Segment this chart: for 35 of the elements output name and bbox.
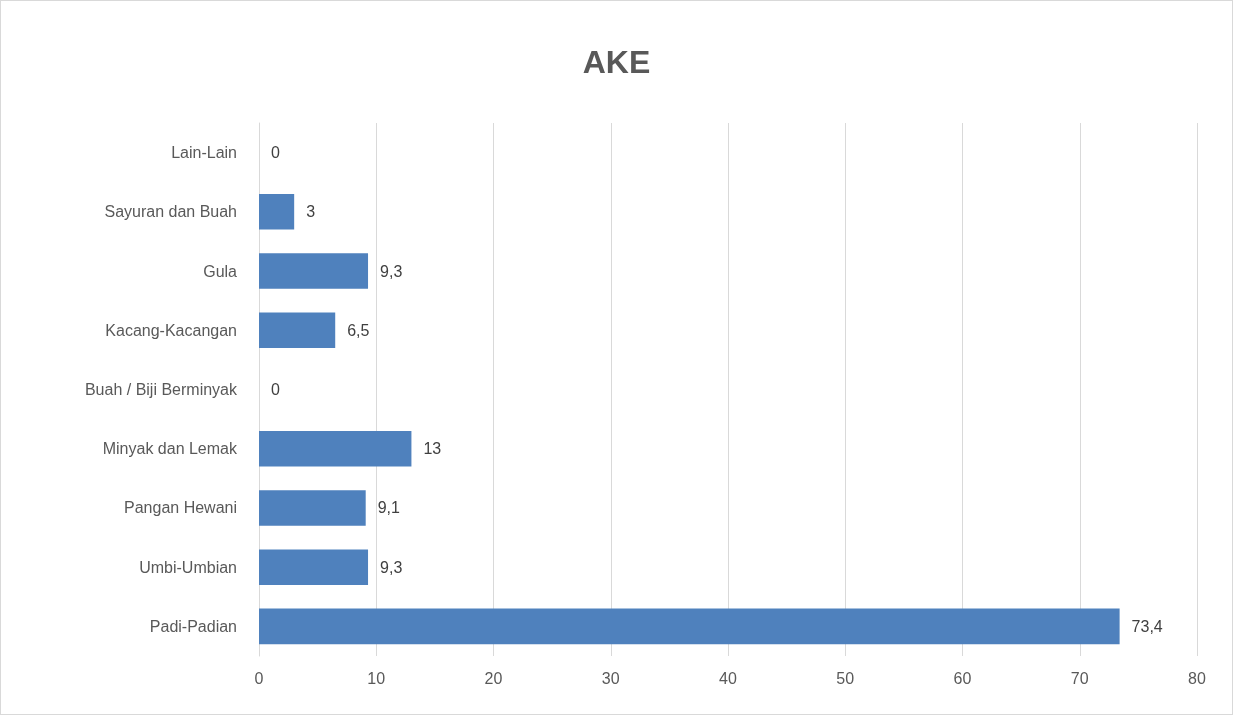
y-tick-label: Sayuran dan Buah	[104, 203, 237, 221]
bar	[259, 312, 336, 349]
y-tick-label: Lain-Lain	[171, 144, 237, 162]
y-tick-label: Buah / Biji Berminyak	[84, 381, 238, 398]
x-tick-label: 80	[1188, 669, 1206, 687]
x-tick-label: 20	[484, 669, 503, 687]
data-label: 3	[306, 203, 316, 221]
data-label: 9,1	[377, 499, 401, 517]
x-tick-label: 60	[953, 669, 972, 687]
data-label: 13	[423, 440, 442, 458]
bar	[259, 253, 369, 289]
y-tick-label: Minyak dan Lemak	[102, 440, 238, 458]
x-tick-label: 0	[254, 669, 264, 687]
x-tick-label: 70	[1070, 669, 1089, 687]
bar	[259, 194, 295, 230]
x-tick-label: 50	[836, 669, 855, 687]
y-tick-label: Gula	[203, 262, 238, 280]
data-label: 73,4	[1131, 617, 1163, 635]
y-tick-label: Pangan Hewani	[124, 499, 237, 517]
bar	[259, 430, 412, 467]
x-tick-label: 40	[719, 669, 737, 687]
data-label: 6,5	[347, 321, 370, 339]
x-tick-label: 10	[367, 669, 386, 687]
data-label: 9,3	[380, 262, 403, 280]
y-tick-label: Kacang-Kacangan	[105, 321, 237, 339]
y-tick-label: Umbi-Umbian	[139, 558, 237, 576]
data-label: 9,3	[380, 558, 403, 576]
x-tick-label: 30	[601, 669, 620, 687]
bar	[259, 608, 1120, 645]
bar	[259, 549, 369, 585]
data-label: 0	[271, 144, 280, 162]
chart-title: AKE	[582, 44, 651, 80]
y-tick-label: Padi-Padian	[149, 617, 237, 635]
data-label: 0	[271, 381, 280, 398]
bar	[259, 490, 366, 526]
